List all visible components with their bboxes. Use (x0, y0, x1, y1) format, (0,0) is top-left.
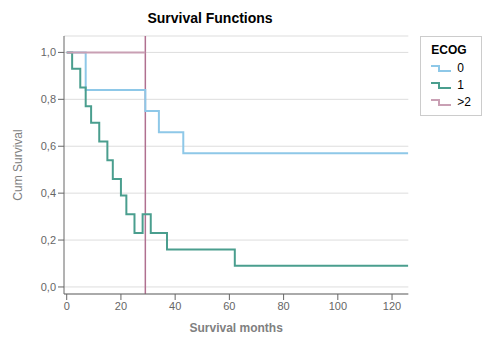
svg-text:Cum Survival: Cum Survival (11, 129, 25, 200)
svg-text:Survival months: Survival months (189, 321, 283, 335)
svg-text:0,0: 0,0 (41, 281, 56, 293)
svg-text:100: 100 (329, 300, 347, 312)
svg-text:80: 80 (277, 300, 289, 312)
html-text:>2: >2 (457, 95, 471, 109)
svg-text:0,6: 0,6 (41, 140, 56, 152)
svg-text:0: 0 (64, 300, 70, 312)
html-text:1: 1 (457, 78, 464, 92)
svg-text:1,0: 1,0 (41, 46, 56, 58)
html-text:ECOG: ECOG (431, 43, 467, 57)
svg-text:0,4: 0,4 (41, 187, 56, 199)
svg-text:0,2: 0,2 (41, 234, 56, 246)
svg-text:20: 20 (115, 300, 127, 312)
svg-text:120: 120 (383, 300, 401, 312)
html-text:Survival Functions: Survival Functions (147, 10, 273, 26)
svg-text:60: 60 (223, 300, 235, 312)
svg-text:0,8: 0,8 (41, 93, 56, 105)
svg-text:40: 40 (169, 300, 181, 312)
html-text:0: 0 (457, 61, 464, 75)
